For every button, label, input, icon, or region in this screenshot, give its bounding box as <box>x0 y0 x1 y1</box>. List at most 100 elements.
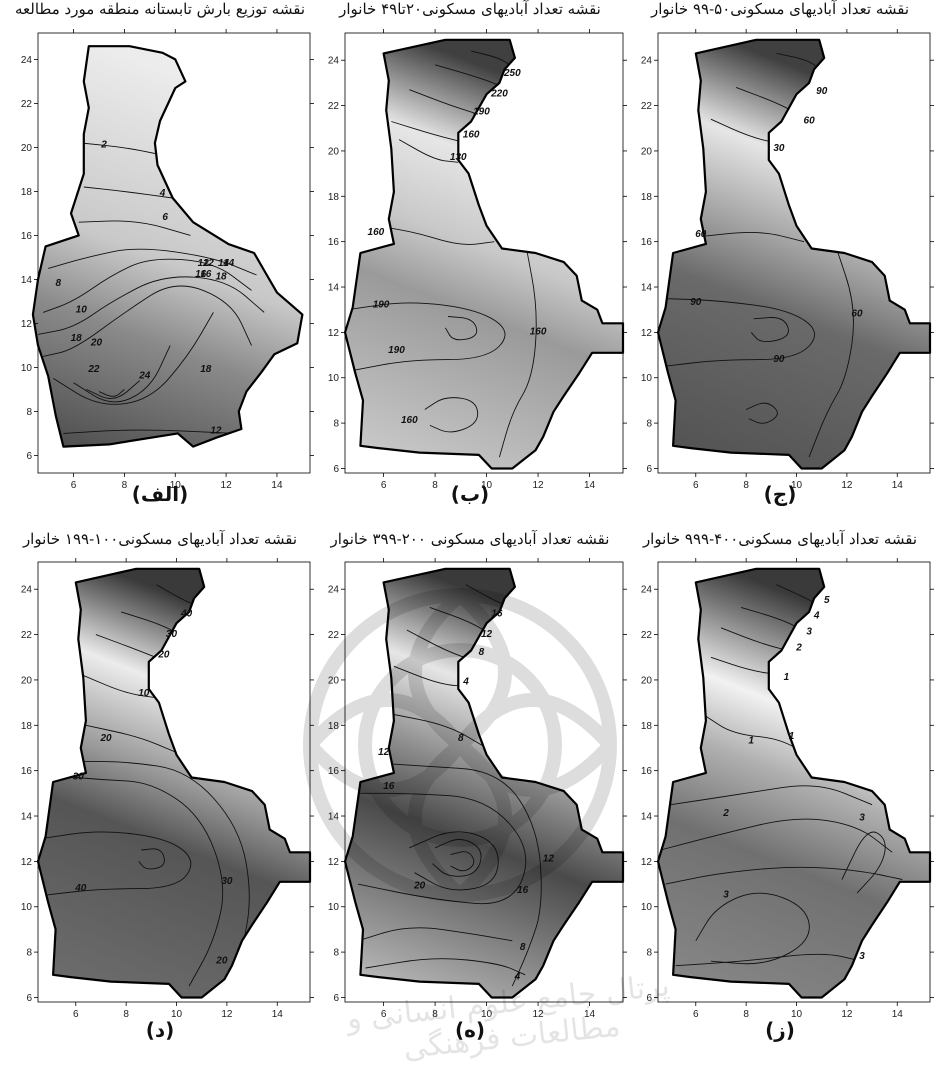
y-tick-label: 24 <box>21 585 33 596</box>
contour-label: 60 <box>804 116 816 127</box>
contour-label: 1 <box>748 735 754 746</box>
contour-lines <box>40 584 250 987</box>
y-tick-label: 6 <box>26 993 32 1004</box>
contour-line <box>95 634 167 663</box>
contour-line <box>83 186 173 199</box>
contour-line <box>357 927 513 942</box>
y-tick-label: 18 <box>328 192 340 203</box>
contour-line <box>445 316 478 341</box>
contour-lines <box>660 584 903 967</box>
contour-line <box>43 285 252 357</box>
contour-line <box>740 606 810 635</box>
region-fill <box>345 568 623 998</box>
contour-map: 6 8 10 12 1468101214161820222425022019016013… <box>328 29 627 491</box>
contour-map: 6 8 10 12 14 6 8 10 12 14 16 18 20 22 24 16 12 8 4 8 12 16 20 1… <box>328 558 627 1020</box>
x-tick-label: 8 <box>432 1009 438 1020</box>
contour-line <box>98 389 125 397</box>
y-tick-label: 16 <box>328 237 340 248</box>
y-tick-label: 18 <box>641 721 653 732</box>
contour-label: 160 <box>530 327 547 338</box>
y-tick-label: 12 <box>328 857 340 868</box>
contour-line <box>665 866 903 885</box>
x-tick-label: 14 <box>271 480 283 491</box>
y-tick-label: 18 <box>641 192 653 203</box>
contour-label: 16 <box>517 885 529 896</box>
contour-label: 190 <box>373 299 390 310</box>
x-tick-label: 10 <box>171 1009 183 1020</box>
contour-label: 5 <box>824 595 830 606</box>
contour-label: 10 <box>76 304 88 315</box>
y-tick-label: 16 <box>641 766 653 777</box>
x-tick-label: 8 <box>122 480 128 491</box>
y-tick-label: 16 <box>21 766 33 777</box>
contour-label: 4 <box>813 611 820 622</box>
x-tick-label: 8 <box>743 480 749 491</box>
contour-line <box>63 429 237 434</box>
contour-label: 1 <box>784 672 790 683</box>
x-tick-label: 8 <box>432 480 438 491</box>
x-tick-label: 10 <box>481 480 493 491</box>
panel-letter: (ج) <box>763 482 797 506</box>
contour-line <box>776 584 822 608</box>
y-tick-label: 6 <box>26 451 32 462</box>
contour-line <box>391 121 472 145</box>
x-tick-label: 10 <box>791 1009 803 1020</box>
y-tick-label: 22 <box>21 99 33 110</box>
contour-label: 10 <box>138 688 150 699</box>
contour-line <box>670 785 873 806</box>
contour-map: 6810121468101214161820222424681012141618… <box>21 29 314 491</box>
contour-line <box>776 52 823 72</box>
y-tick-label: 8 <box>26 407 32 418</box>
panel-title: نقشه تعداد آبادیهای مسکونی۱۰۰-۱۹۹ خانوار <box>22 530 298 548</box>
axes-frame <box>37 561 311 1003</box>
y-tick-label: 12 <box>641 857 653 868</box>
contour-label: 30 <box>73 772 85 783</box>
contour-line <box>695 892 810 965</box>
x-tick-label: 6 <box>73 1009 79 1020</box>
contour-label: 90 <box>816 86 828 97</box>
y-tick-label: 24 <box>328 56 340 67</box>
contour-label: 3 <box>859 951 865 962</box>
panel-letter: (ز) <box>765 1018 795 1042</box>
y-tick-label: 24 <box>328 585 340 596</box>
contour-label: 20 <box>413 881 426 892</box>
contour-label: 130 <box>450 152 467 163</box>
contour-label: 8 <box>479 647 485 658</box>
contour-line <box>80 761 250 980</box>
x-tick-label: 12 <box>532 1009 544 1020</box>
panel-title: نقشه تعداد آبادیهای مسکونی ۲۰۰-۳۹۹ خانوا… <box>330 530 610 548</box>
contour-line <box>48 248 257 276</box>
y-tick-label: 6 <box>333 464 339 475</box>
x-tick-label: 14 <box>892 1009 904 1020</box>
x-tick-label: 10 <box>791 480 803 491</box>
contour-line <box>808 241 854 458</box>
y-tick-label: 12 <box>641 328 653 339</box>
contour-label: 160 <box>368 227 385 238</box>
contour-map: 6 8 10 12 1468101214161820222440302010203040… <box>21 558 314 1020</box>
x-tick-label: 8 <box>743 1009 749 1020</box>
y-tick-label: 10 <box>328 373 340 384</box>
y-tick-label: 14 <box>328 283 340 294</box>
axes-frame <box>344 561 624 1003</box>
y-tick-label: 8 <box>646 419 652 430</box>
x-tick-label: 14 <box>892 480 904 491</box>
contour-label: 12 <box>210 425 222 436</box>
contour-line <box>83 674 159 699</box>
y-tick-label: 12 <box>21 857 33 868</box>
contour-line <box>365 958 526 976</box>
contour-line <box>675 953 863 967</box>
contour-line <box>85 724 177 753</box>
contour-lines <box>37 142 265 434</box>
y-tick-label: 6 <box>333 993 339 1004</box>
contour-line <box>434 64 505 88</box>
y-tick-label: 22 <box>641 101 653 112</box>
contour-label: 90 <box>690 297 702 308</box>
map-panel-jim: نقشه تعداد آبادیهای مسکونی۵۰-۹۹ خانوار 6… <box>630 0 934 515</box>
contour-label: 16 <box>195 269 207 280</box>
panel-title: نقشه تعداد آبادیهای مسکونی۲۰تا۴۹ خانوار <box>339 0 601 18</box>
contour-label: 4 <box>159 188 166 199</box>
contour-label: 20 <box>99 733 112 744</box>
contour-line <box>406 629 477 663</box>
contour-label: 1 <box>789 731 795 742</box>
y-tick-label: 10 <box>641 373 653 384</box>
